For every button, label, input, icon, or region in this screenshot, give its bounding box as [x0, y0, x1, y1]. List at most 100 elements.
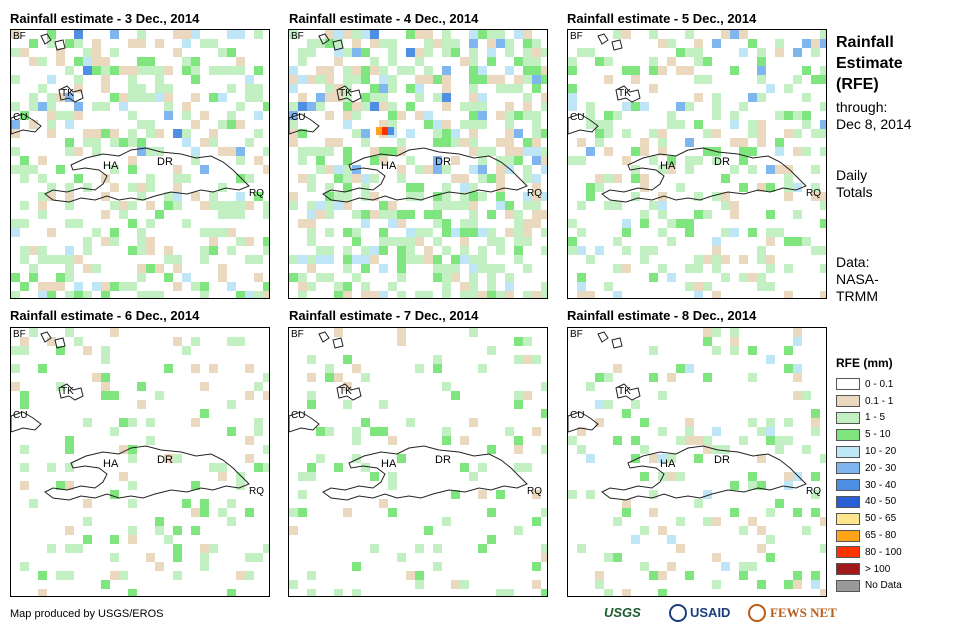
- rainfall-cell: [811, 427, 820, 436]
- map-label-rq: RQ: [806, 486, 821, 497]
- rainfall-cell: [379, 102, 388, 111]
- rainfall-cell: [514, 57, 523, 66]
- rainfall-cell: [442, 84, 451, 93]
- rainfall-cell: [397, 246, 406, 255]
- rainfall-cell: [757, 138, 766, 147]
- rainfall-cell: [101, 84, 110, 93]
- rainfall-cell: [361, 418, 370, 427]
- rainfall-cell: [433, 129, 442, 138]
- rainfall-cell: [379, 264, 388, 273]
- rainfall-cell: [469, 282, 478, 291]
- rainfall-cell: [460, 102, 469, 111]
- rainfall-cell: [676, 472, 685, 481]
- rainfall-cell: [622, 66, 631, 75]
- rainfall-cell: [191, 192, 200, 201]
- rainfall-cell: [173, 48, 182, 57]
- map-label-tk: TK: [339, 88, 352, 99]
- rainfall-cell: [38, 246, 47, 255]
- rainfall-cell: [406, 246, 415, 255]
- rainfall-cell: [811, 246, 820, 255]
- rainfall-cell: [101, 580, 110, 589]
- rainfall-cell: [65, 183, 74, 192]
- hispaniola-coastline: [601, 445, 807, 501]
- rainfall-cell: [361, 138, 370, 147]
- rainfall-cell: [388, 237, 397, 246]
- rainfall-cell: [182, 346, 191, 355]
- rainfall-cell: [811, 418, 820, 427]
- rainfall-cell: [370, 84, 379, 93]
- rainfall-cell: [397, 255, 406, 264]
- rainfall-cell: [631, 66, 640, 75]
- rainfall-cell: [451, 129, 460, 138]
- rainfall-cell: [442, 201, 451, 210]
- rainfall-cell: [325, 147, 334, 156]
- rainfall-cell: [119, 138, 128, 147]
- rainfall-cell: [532, 57, 541, 66]
- rainfall-cell: [685, 219, 694, 228]
- rainfall-cell: [38, 282, 47, 291]
- rainfall-cell: [460, 201, 469, 210]
- rainfall-cell: [568, 237, 577, 246]
- rainfall-cell: [613, 291, 622, 298]
- rainfall-cell: [38, 210, 47, 219]
- rainfall-cell: [478, 75, 487, 84]
- rainfall-cell: [802, 526, 811, 535]
- rainfall-cell: [191, 526, 200, 535]
- rainfall-cell: [514, 526, 523, 535]
- rainfall-cell: [236, 192, 245, 201]
- legend-swatch: [836, 479, 860, 492]
- rainfall-cell: [47, 120, 56, 129]
- rainfall-cell: [47, 30, 56, 39]
- rainfall-cell: [334, 165, 343, 174]
- rainfall-map-8-dec: BF TK CU HA DR RQ: [567, 327, 827, 597]
- rainfall-cell: [20, 174, 29, 183]
- rainfall-cell: [577, 201, 586, 210]
- rainfall-cell: [667, 237, 676, 246]
- rainfall-cell: [703, 255, 712, 264]
- rainfall-cell: [658, 454, 667, 463]
- rainfall-cell: [532, 129, 541, 138]
- rainfall-cell: [613, 201, 622, 210]
- rainfall-cell: [92, 138, 101, 147]
- rainfall-cell: [568, 57, 577, 66]
- rainfall-cell: [685, 102, 694, 111]
- rainfall-cell: [505, 589, 514, 596]
- rainfall-cell: [200, 228, 209, 237]
- rainfall-cell: [424, 75, 433, 84]
- rainfall-cell: [343, 228, 352, 237]
- rainfall-cell: [775, 111, 784, 120]
- rainfall-cell: [20, 337, 29, 346]
- rainfall-cell: [685, 66, 694, 75]
- rainfall-cell: [820, 120, 826, 129]
- rainfall-cell: [802, 39, 811, 48]
- hispaniola-coastline: [44, 445, 250, 501]
- rainfall-cell: [361, 66, 370, 75]
- rainfall-cell: [370, 544, 379, 553]
- rainfall-cell: [514, 445, 523, 454]
- rainfall-cell: [173, 174, 182, 183]
- rainfall-cell: [793, 129, 802, 138]
- rainfall-cell: [227, 147, 236, 156]
- rainfall-cell: [703, 210, 712, 219]
- rainfall-cell: [218, 147, 227, 156]
- rainfall-cell: [74, 39, 83, 48]
- rainfall-cell: [568, 93, 577, 102]
- rainfall-cell: [164, 246, 173, 255]
- rainfall-cell: [325, 30, 334, 39]
- rainfall-cell: [74, 337, 83, 346]
- rainfall-cell: [532, 562, 541, 571]
- rainfall-cell: [748, 147, 757, 156]
- rainfall-cell: [128, 246, 137, 255]
- rainfall-cell: [128, 129, 137, 138]
- fews-net-seal-icon: [748, 604, 766, 622]
- rainfall-cell: [227, 120, 236, 129]
- rainfall-cell: [532, 219, 541, 228]
- rainfall-cell: [469, 201, 478, 210]
- rainfall-cell: [101, 75, 110, 84]
- rainfall-cell: [263, 291, 269, 298]
- rainfall-cell: [379, 156, 388, 165]
- rainfall-cell: [514, 156, 523, 165]
- rainfall-cell: [379, 66, 388, 75]
- rainfall-cell: [532, 120, 541, 129]
- rainfall-cell: [191, 75, 200, 84]
